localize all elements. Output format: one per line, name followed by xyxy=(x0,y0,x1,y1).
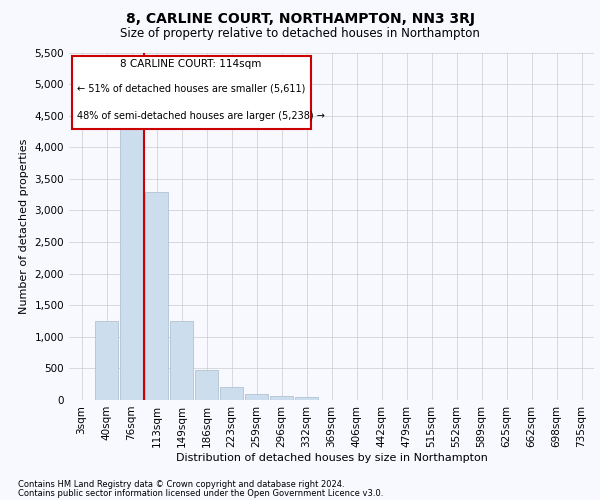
Bar xyxy=(120,125,143,400)
Bar xyxy=(270,396,293,400)
Bar xyxy=(95,321,118,400)
Bar xyxy=(245,394,268,400)
Text: 48% of semi-detached houses are larger (5,238) →: 48% of semi-detached houses are larger (… xyxy=(77,111,325,121)
Bar xyxy=(220,388,243,400)
Text: Contains HM Land Registry data © Crown copyright and database right 2024.: Contains HM Land Registry data © Crown c… xyxy=(18,480,344,489)
Y-axis label: Number of detached properties: Number of detached properties xyxy=(19,138,29,314)
Bar xyxy=(295,396,318,400)
Bar xyxy=(145,192,168,400)
Bar xyxy=(195,370,218,400)
FancyBboxPatch shape xyxy=(71,56,311,129)
Text: ← 51% of detached houses are smaller (5,611): ← 51% of detached houses are smaller (5,… xyxy=(77,84,305,94)
Text: Size of property relative to detached houses in Northampton: Size of property relative to detached ho… xyxy=(120,28,480,40)
Text: Contains public sector information licensed under the Open Government Licence v3: Contains public sector information licen… xyxy=(18,488,383,498)
X-axis label: Distribution of detached houses by size in Northampton: Distribution of detached houses by size … xyxy=(176,452,487,462)
Text: 8 CARLINE COURT: 114sqm: 8 CARLINE COURT: 114sqm xyxy=(121,60,262,70)
Bar xyxy=(170,321,193,400)
Text: 8, CARLINE COURT, NORTHAMPTON, NN3 3RJ: 8, CARLINE COURT, NORTHAMPTON, NN3 3RJ xyxy=(125,12,475,26)
